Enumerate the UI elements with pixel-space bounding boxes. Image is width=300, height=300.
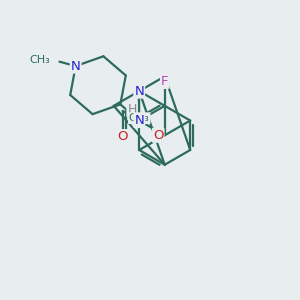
Text: N: N (134, 114, 144, 127)
Text: CH₃: CH₃ (129, 113, 150, 123)
Text: O: O (153, 129, 164, 142)
Text: F: F (161, 75, 169, 88)
Text: O: O (117, 130, 128, 143)
Text: N: N (71, 60, 80, 73)
Text: CH₃: CH₃ (29, 55, 50, 65)
Text: N: N (134, 85, 144, 98)
Text: H: H (128, 103, 137, 116)
